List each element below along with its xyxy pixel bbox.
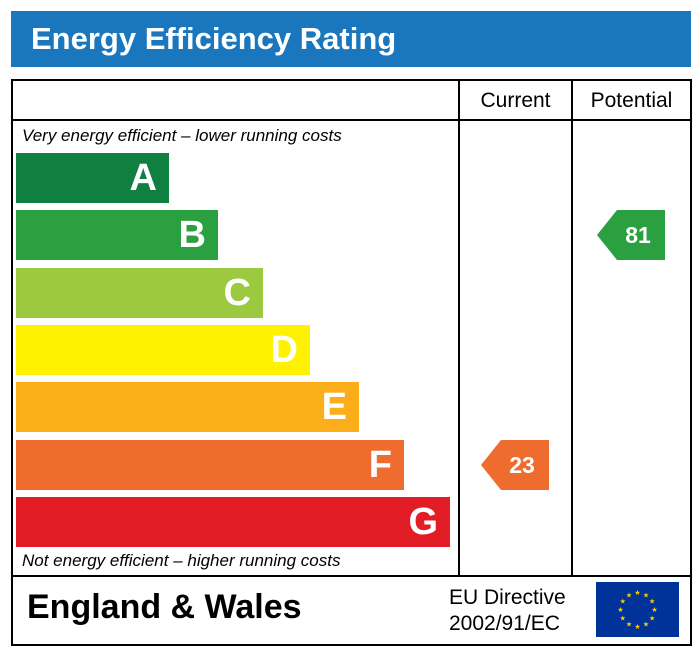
potential-rating-arrow-shape <box>597 210 665 261</box>
bottom-caption: Not energy efficient – higher running co… <box>22 551 341 570</box>
header-row-divider <box>13 119 690 121</box>
current-column-divider <box>458 81 460 577</box>
band-g: G <box>16 496 450 547</box>
band-letter: B <box>178 214 206 257</box>
band-a: A <box>16 153 169 203</box>
eu-star-icon: ★ <box>620 598 626 606</box>
eu-star-icon: ★ <box>626 591 632 599</box>
header-bar: Energy Efficiency Rating <box>11 11 691 67</box>
potential-rating-arrow: 81 <box>597 210 665 261</box>
eu-directive-line1: EU Directive <box>449 586 566 609</box>
eu-star-icon: ★ <box>643 591 649 599</box>
band-letter: D <box>270 328 298 371</box>
band-letter: F <box>368 443 392 486</box>
band-e: E <box>16 382 359 433</box>
eu-star-icon: ★ <box>617 606 623 614</box>
potential-column-divider <box>571 81 573 577</box>
current-column-header: Current <box>480 89 551 112</box>
band-b: B <box>16 210 218 261</box>
eu-star-icon: ★ <box>649 598 655 606</box>
eu-star-icon: ★ <box>649 615 655 623</box>
band-letter: G <box>408 500 438 543</box>
eu-star-icon: ★ <box>634 623 640 631</box>
band-letter: A <box>129 157 157 199</box>
eu-flag-icon: ★ ★ ★ ★ ★ ★ ★ ★ ★ ★ ★ ★ <box>596 582 679 637</box>
potential-rating-arrow-value: 81 <box>625 222 651 249</box>
eu-star-icon: ★ <box>620 615 626 623</box>
band-f: F <box>16 439 404 490</box>
eu-star-icon: ★ <box>626 621 632 629</box>
rating-chart-frame: Current Potential Very energy efficient … <box>11 79 692 646</box>
band-c: C <box>16 267 263 318</box>
eu-star-icon: ★ <box>651 606 657 614</box>
band-letter: C <box>223 271 251 314</box>
top-caption: Very energy efficient – lower running co… <box>22 126 342 145</box>
current-rating-arrow-shape <box>481 439 549 490</box>
current-rating-arrow: 23 <box>481 439 549 490</box>
page-title: Energy Efficiency Rating <box>31 21 397 56</box>
eu-star-icon: ★ <box>643 621 649 629</box>
band-d: D <box>16 324 310 375</box>
region-label: England & Wales <box>27 588 302 626</box>
band-letter: E <box>321 386 347 429</box>
eu-directive-line2: 2002/91/EC <box>449 612 560 635</box>
eu-star-icon: ★ <box>634 589 640 597</box>
current-rating-arrow-value: 23 <box>509 451 535 478</box>
potential-column-header: Potential <box>590 89 673 112</box>
footer-divider <box>13 575 690 577</box>
